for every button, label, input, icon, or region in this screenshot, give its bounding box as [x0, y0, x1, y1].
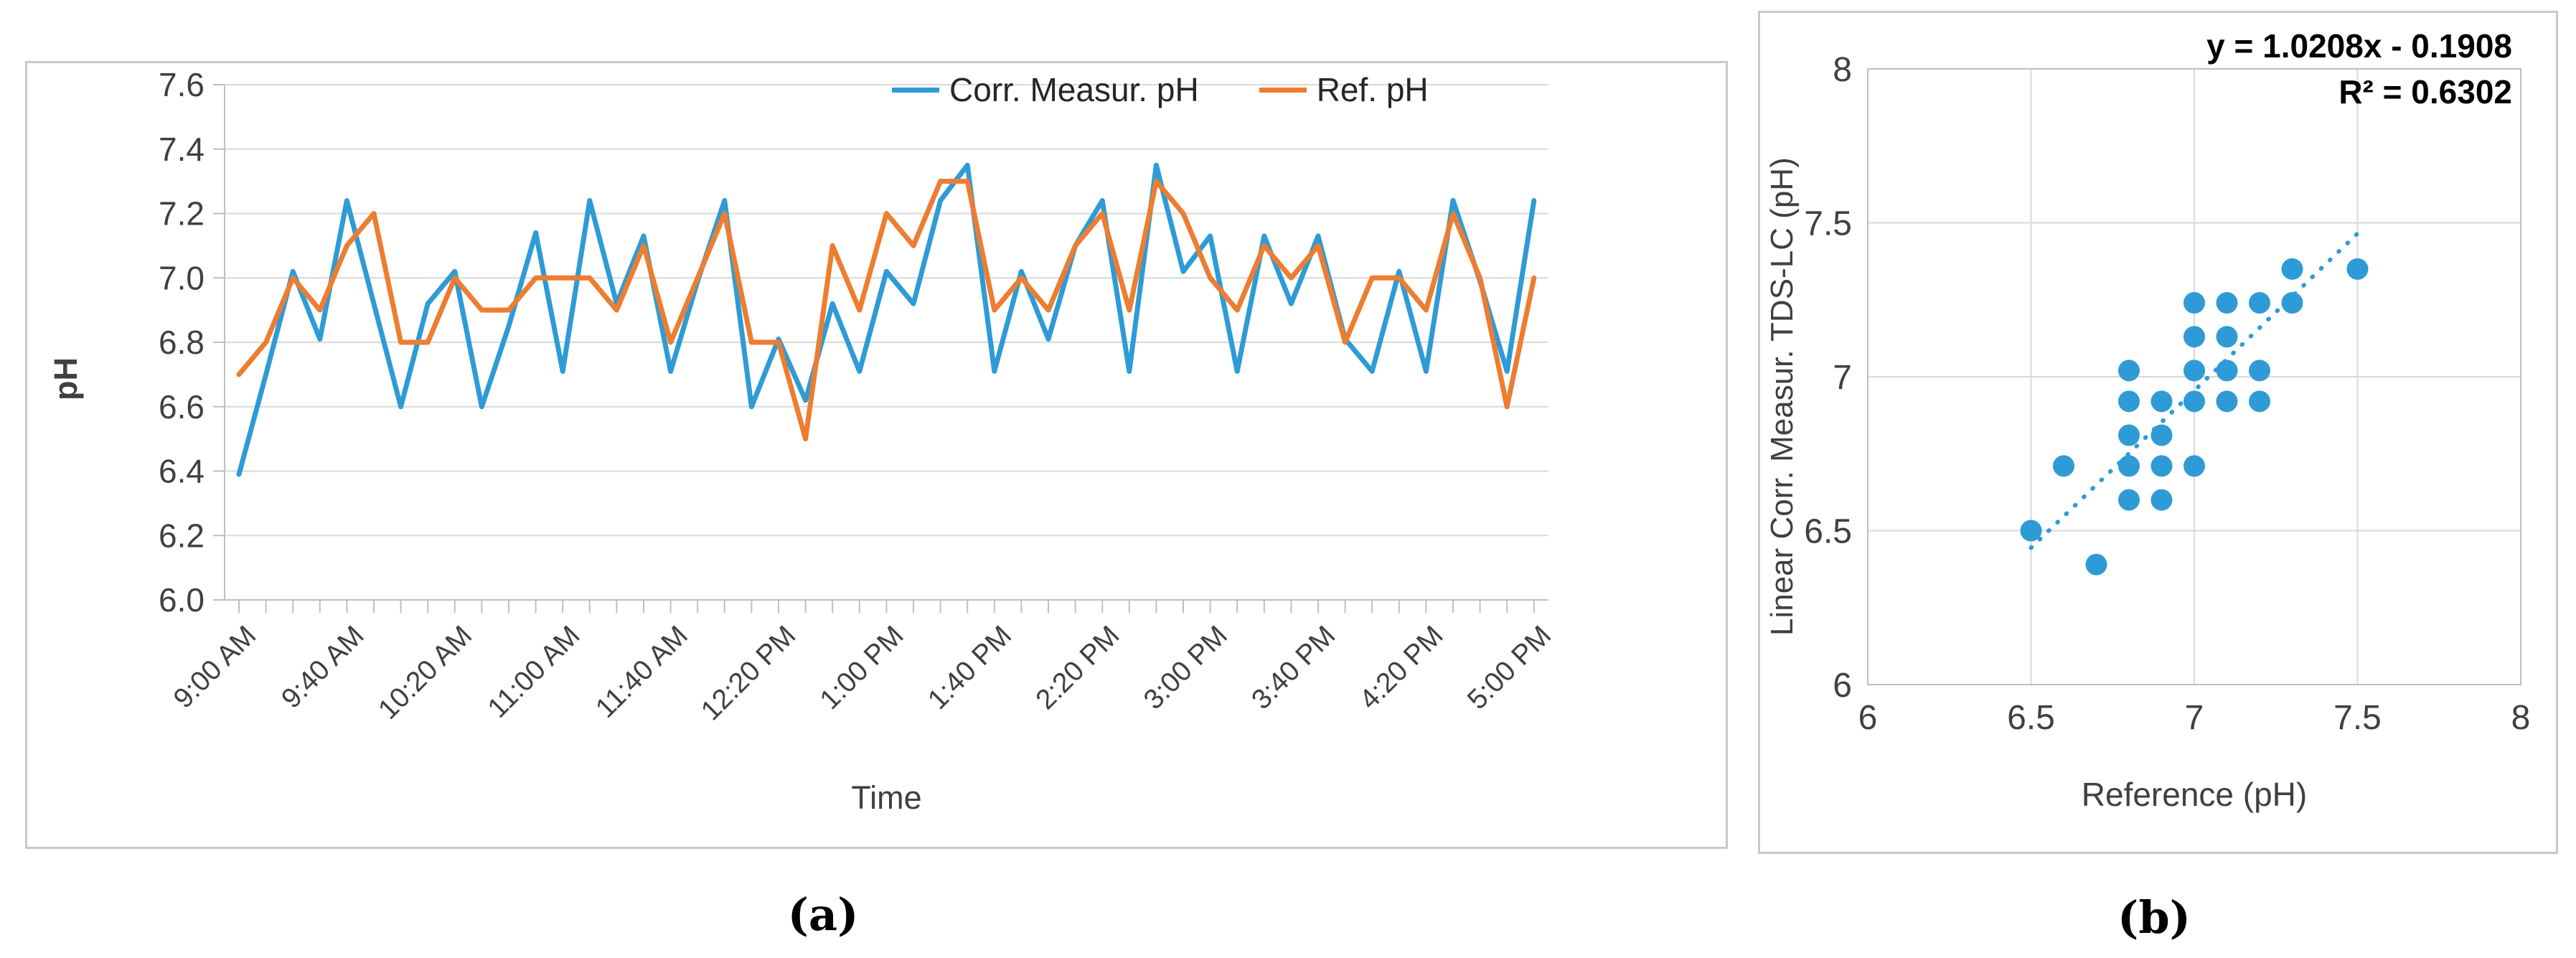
- series-line-ref-ph: [236, 179, 1537, 442]
- corr-measur-ph-line-swatch: [892, 87, 939, 93]
- y-axis-title: pH: [47, 357, 84, 400]
- scatter-point: [2150, 489, 2173, 511]
- legend-item-corr-measur-ph: Corr. Measur. pH: [892, 70, 1199, 109]
- x-tick-label: 5:00 PM: [1462, 620, 1557, 715]
- scatter-point: [2085, 553, 2107, 576]
- scatter-point: [2184, 390, 2205, 413]
- y-tick-label: 7: [1833, 359, 1852, 397]
- scatter-point: [2184, 455, 2205, 477]
- x-tick-label: 3:00 PM: [1138, 620, 1233, 715]
- legend-label: Corr. Measur. pH: [949, 71, 1199, 108]
- scatter-chart-canvas: 6 6.5 7 7.5 8 8 7.5 7 6.5 6: [1804, 51, 2531, 737]
- y-tick-label: 6.0: [159, 581, 205, 619]
- panel-a-caption: (a): [787, 888, 859, 941]
- y-tick-label: 7.2: [159, 195, 205, 233]
- series-line-corr-measur-ph: [236, 162, 1537, 477]
- y-tick-label: 7.5: [1804, 205, 1852, 243]
- x-tick-label: 1:00 PM: [814, 620, 910, 715]
- trendline: [2029, 225, 2366, 550]
- x-tick-label: 9:40 AM: [276, 620, 370, 715]
- scatter-point: [2216, 390, 2238, 413]
- panel-b-caption: (b): [2117, 891, 2191, 944]
- x-tick-label: 7.5: [2333, 699, 2382, 737]
- scatter-point: [2184, 360, 2205, 382]
- x-tick-label: 6: [1858, 699, 1878, 737]
- scatter-point: [2184, 292, 2205, 314]
- x-tick-label: 3:40 PM: [1246, 620, 1341, 715]
- x-tick-label: 8: [2511, 699, 2531, 737]
- scatter-point: [2216, 326, 2238, 348]
- ref-ph-line-swatch: [1259, 87, 1307, 93]
- x-tick-label: 4:20 PM: [1354, 620, 1449, 715]
- scatter-point: [2346, 258, 2369, 280]
- line-chart-canvas: 7.6 7.4 7.2 7.0 6.8 6.6 6.4 6.2 6.09:00 AM 9:40 A…: [159, 66, 1557, 726]
- plot-border: [1867, 68, 2521, 685]
- scatter-point: [2150, 455, 2173, 477]
- x-tick-label: 10:20 AM: [372, 620, 478, 725]
- x-tick-label: 9:00 AM: [168, 620, 263, 715]
- y-tick-label: 6: [1833, 667, 1852, 705]
- scatter-point: [2150, 424, 2173, 446]
- chart-legend: Corr. Measur. pH Ref. pH: [892, 70, 1429, 109]
- legend-item-ref-ph: Ref. pH: [1259, 70, 1429, 109]
- scatter-point: [2053, 455, 2074, 477]
- line-chart-panel: 7.6 7.4 7.2 7.0 6.8 6.6 6.4 6.2 6.0 9:00 AM 9:40 A…: [25, 61, 1728, 849]
- scatter-point: [2249, 390, 2270, 413]
- trendline-equation: y = 1.0208x - 0.1908 R² = 0.6302: [1760, 23, 2512, 115]
- scatter-point: [2184, 326, 2205, 348]
- scatter-point: [2281, 258, 2303, 280]
- x-tick-label: 2:20 PM: [1030, 620, 1125, 715]
- scatter-point: [2118, 424, 2140, 446]
- x-axis-title: Reference (pH): [2081, 776, 2308, 813]
- y-tick-label: 6.6: [159, 388, 205, 426]
- scatter-point: [2281, 292, 2303, 314]
- scatter-point: [2118, 360, 2140, 382]
- equation-line: y = 1.0208x - 0.1908: [2206, 27, 2512, 65]
- x-tick-label: 11:40 AM: [590, 620, 694, 724]
- y-tick-label: 6.8: [159, 324, 205, 361]
- y-tick-label: 6.5: [1804, 513, 1852, 551]
- x-tick-label: 6.5: [2007, 699, 2055, 737]
- x-tick-label: 11:00 AM: [482, 620, 586, 724]
- y-tick-label: 8: [1833, 51, 1852, 89]
- x-axis-title: Time: [851, 779, 922, 816]
- y-tick-label: 7.6: [159, 66, 205, 103]
- y-axis-title: Linear Corr. Measur. TDS-LC (pH): [1764, 157, 1800, 636]
- legend-label: Ref. pH: [1316, 71, 1429, 108]
- x-tick-label: 12:20 PM: [695, 620, 802, 726]
- scatter-point: [2249, 360, 2270, 382]
- y-tick-label: 6.2: [159, 517, 205, 554]
- y-tick-label: 7.0: [159, 259, 205, 296]
- scatter-point: [2249, 292, 2270, 314]
- scatter-point: [2118, 390, 2140, 413]
- y-tick-label: 7.4: [159, 131, 205, 168]
- scatter-point: [2216, 360, 2238, 382]
- scatter-point: [2118, 489, 2140, 511]
- scatter-point: [2150, 390, 2173, 413]
- scatter-point: [2118, 455, 2140, 477]
- x-tick-label: 7: [2185, 699, 2204, 737]
- scatter-point: [2216, 292, 2238, 314]
- x-tick-label: 1:40 PM: [922, 620, 1017, 715]
- scatter-point: [2020, 520, 2042, 542]
- y-tick-label: 6.4: [159, 453, 205, 490]
- scatter-chart-panel: 6 6.5 7 7.5 8 8 7.5 7 6.5 6 y = 1.0208x - 0.1908 …: [1758, 11, 2558, 854]
- r-squared-line: R² = 0.6302: [2338, 73, 2512, 111]
